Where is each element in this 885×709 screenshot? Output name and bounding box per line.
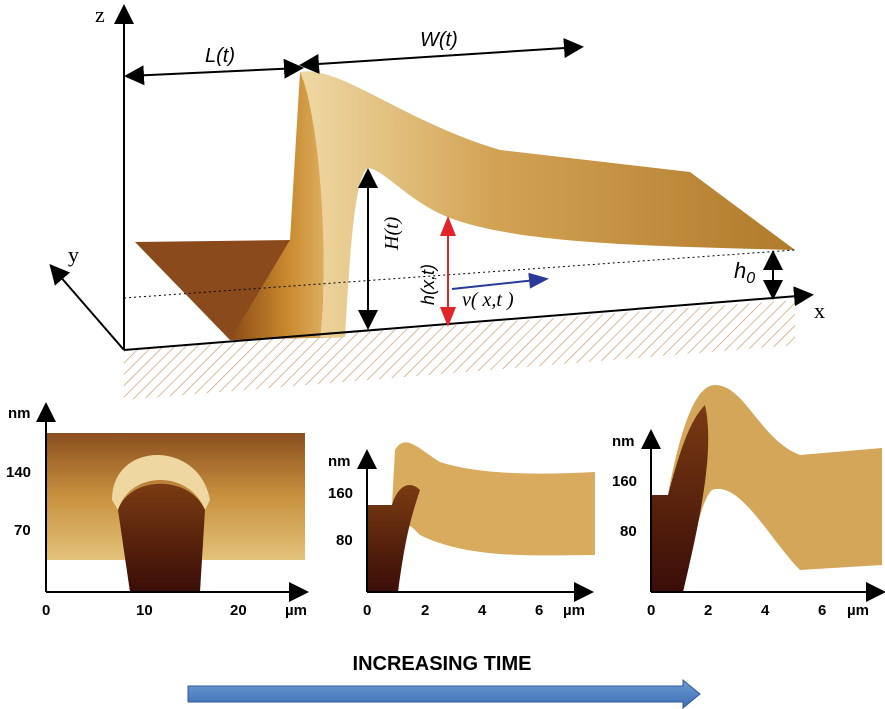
- x-tick-label: 2: [421, 602, 429, 619]
- panel-2: nm 160 80 0 2 4 6 µm: [328, 442, 595, 619]
- y-tick-label: 80: [620, 523, 637, 540]
- l-arrow: [124, 58, 304, 86]
- afm-image: [651, 385, 882, 592]
- afm-image: [367, 442, 595, 592]
- h-total-label: H(t): [381, 216, 403, 251]
- x-tick-label: 6: [818, 602, 826, 619]
- x-axis: [123, 286, 814, 351]
- velocity-arrow: [451, 272, 549, 290]
- h-local-label: h(x,t): [418, 264, 438, 305]
- velocity-label: v( x,t ): [462, 289, 514, 311]
- y-unit: nm: [8, 405, 31, 422]
- w-arrow: [299, 38, 584, 74]
- x-tick-label: 4: [478, 602, 487, 619]
- x-tick-label: 2: [704, 602, 712, 619]
- l-label: L(t): [205, 45, 235, 67]
- z-label: z: [95, 2, 105, 27]
- baseline: [123, 249, 796, 299]
- ridge-front: [230, 72, 345, 340]
- y-axis: [49, 263, 125, 351]
- y-tick-label: 80: [336, 532, 353, 549]
- x-unit: µm: [285, 602, 307, 619]
- y-unit: nm: [328, 453, 351, 470]
- step: [651, 405, 709, 592]
- panel-1: nm 140 70 0 10 20 µm: [6, 402, 309, 619]
- x-tick-label: 0: [363, 602, 371, 619]
- step: [367, 485, 420, 592]
- y-tick-label: 70: [14, 522, 31, 539]
- x-tick-label: 0: [42, 602, 50, 619]
- schematic: z y x L(t) W(t) H(t) h(x,t) v( x,t ) h0: [49, 2, 825, 400]
- x-unit: µm: [847, 602, 869, 619]
- y-tick-label: 140: [6, 464, 31, 481]
- ridge-surface: [300, 71, 795, 337]
- hole: [118, 483, 205, 592]
- x-tick-label: 0: [647, 602, 655, 619]
- h0-label: h0: [734, 258, 755, 287]
- y-unit: nm: [612, 433, 635, 450]
- x-label: x: [814, 298, 825, 323]
- x-tick-label: 10: [136, 602, 153, 619]
- caption: INCREASING TIME: [353, 653, 532, 675]
- y-tick-label: 160: [612, 473, 637, 490]
- w-label: W(t): [420, 29, 458, 51]
- x-tick-label: 6: [535, 602, 543, 619]
- panel-3: nm 160 80 0 2 4 6 µm: [612, 385, 885, 619]
- y-label: y: [68, 242, 79, 267]
- x-unit: µm: [563, 602, 585, 619]
- x-tick-label: 4: [761, 602, 770, 619]
- rim: [112, 455, 210, 510]
- time-arrow: [187, 678, 701, 709]
- substrate: [124, 300, 795, 400]
- x-tick-label: 20: [230, 602, 247, 619]
- y-tick-label: 160: [328, 485, 353, 502]
